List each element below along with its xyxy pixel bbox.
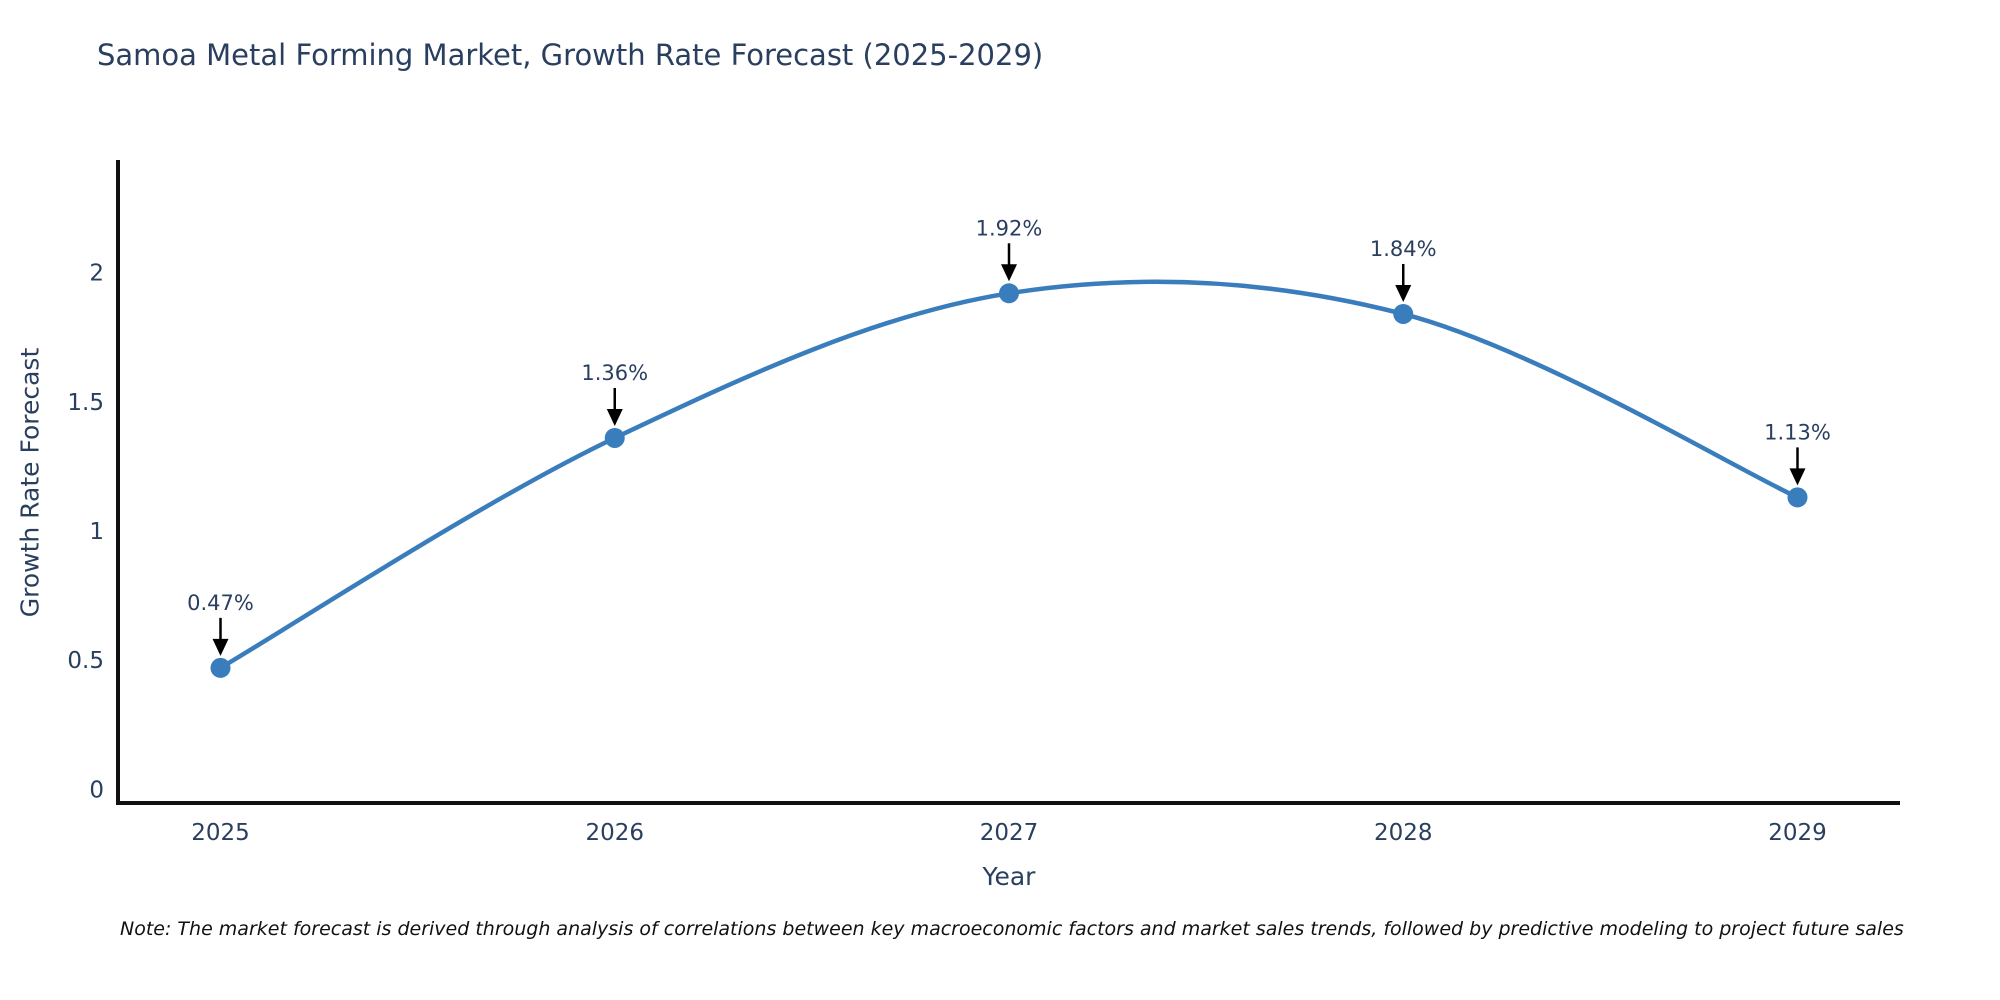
y-tick-label: 0	[89, 777, 104, 803]
annotation-arrowhead-icon	[1789, 468, 1806, 486]
y-tick-label: 1	[89, 519, 104, 545]
x-tick-label: 2028	[1374, 820, 1433, 846]
y-tick-label: 1.5	[67, 390, 104, 416]
data-point-marker	[604, 427, 625, 448]
x-axis-title: Year	[982, 862, 1036, 891]
data-point-marker	[210, 657, 231, 678]
annotation-arrowhead-icon	[1395, 284, 1412, 302]
data-point-label: 1.84%	[1370, 237, 1437, 261]
x-tick-label: 2025	[191, 820, 250, 846]
data-point-marker	[1787, 487, 1808, 508]
annotation-arrowhead-icon	[606, 408, 623, 426]
data-point-marker	[1393, 303, 1414, 324]
chart-title: Samoa Metal Forming Market, Growth Rate …	[97, 38, 1044, 72]
data-point-marker	[999, 283, 1019, 304]
data-point-label: 1.92%	[976, 216, 1043, 240]
annotation-arrowhead-icon	[212, 638, 229, 656]
y-axis-title: Growth Rate Forecast	[15, 347, 45, 618]
forecast-line	[219, 279, 1799, 670]
annotation-arrowhead-icon	[1001, 264, 1017, 282]
y-tick-label: 2	[89, 261, 104, 287]
data-point-label: 1.36%	[581, 361, 648, 385]
x-tick-label: 2026	[585, 820, 644, 846]
x-tick-label: 2027	[980, 820, 1039, 846]
footnote: Note: The market forecast is derived thr…	[120, 918, 1904, 940]
y-tick-label: 0.5	[67, 648, 104, 674]
data-point-label: 1.13%	[1764, 420, 1831, 444]
x-tick-label: 2029	[1768, 820, 1827, 846]
data-point-label: 0.47%	[187, 591, 254, 615]
